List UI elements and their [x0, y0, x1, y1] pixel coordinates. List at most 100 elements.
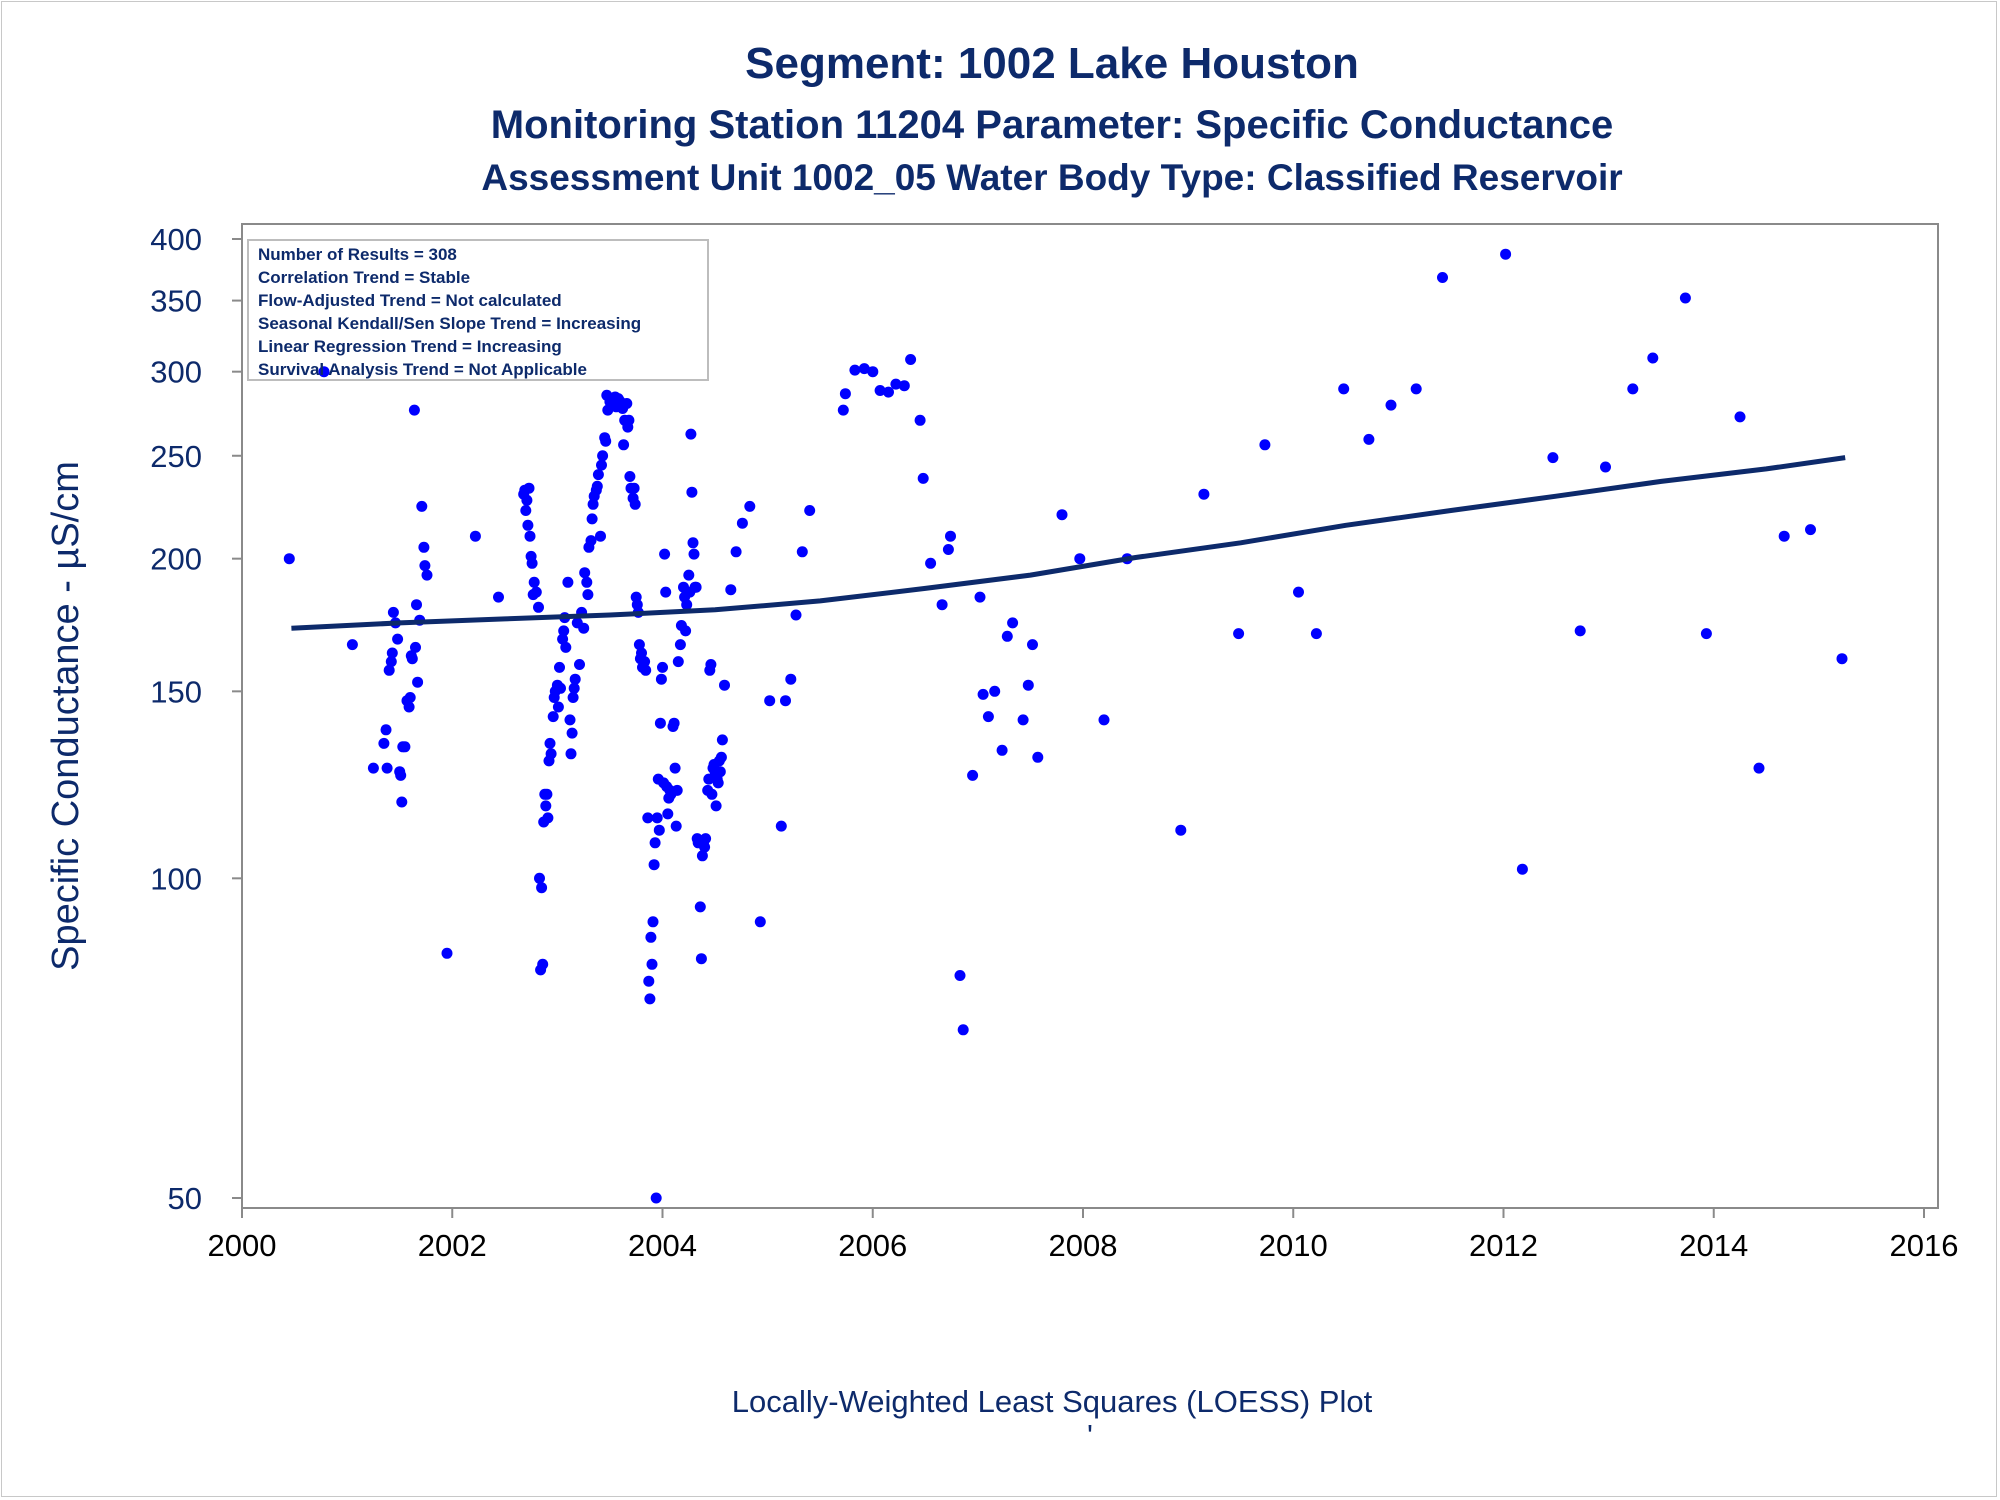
data-point	[685, 428, 697, 440]
data-point	[1700, 628, 1712, 640]
data-point	[521, 494, 533, 506]
data-point	[1805, 524, 1816, 536]
y-axis-label: Specific Conductance - µS/cm	[45, 461, 87, 971]
data-point	[914, 414, 926, 426]
data-point	[936, 599, 948, 611]
data-point	[469, 530, 481, 542]
data-point	[705, 659, 717, 670]
x-tick-label: 2008	[1049, 1228, 1118, 1263]
data-point	[318, 366, 330, 378]
x-tick-label: 2006	[838, 1228, 907, 1263]
data-point	[775, 820, 787, 832]
data-point	[624, 471, 636, 482]
data-point	[554, 661, 565, 673]
data-point	[537, 958, 549, 970]
data-point	[670, 820, 682, 832]
data-point	[536, 882, 548, 894]
data-point	[383, 664, 395, 676]
data-point	[1027, 639, 1038, 651]
data-point	[1600, 461, 1611, 473]
data-point	[555, 682, 566, 694]
data-point	[1574, 625, 1586, 637]
data-point	[764, 695, 776, 707]
data-point	[1310, 628, 1322, 640]
data-point	[1547, 452, 1559, 464]
data-point	[700, 833, 712, 845]
data-point	[441, 947, 453, 959]
data-point	[653, 824, 665, 836]
data-point	[730, 546, 742, 558]
x-tick-label: 2004	[628, 1228, 697, 1263]
data-point	[754, 916, 766, 928]
x-tick-label: 2014	[1679, 1228, 1748, 1263]
data-point	[660, 586, 672, 598]
data-point	[587, 498, 599, 510]
data-point	[596, 459, 607, 471]
data-point	[1753, 762, 1765, 774]
data-point	[569, 673, 581, 685]
data-point	[367, 762, 379, 774]
data-point	[1056, 509, 1068, 521]
data-point	[657, 661, 668, 673]
data-point	[688, 548, 700, 560]
data-point	[380, 724, 392, 736]
data-point	[1437, 272, 1448, 283]
data-point	[564, 714, 576, 726]
data-point	[566, 727, 578, 739]
data-point	[712, 777, 724, 789]
data-point	[418, 541, 430, 553]
x-axis: 2000 2002 2004 2006 2008 2010 2012 2014 2016	[208, 1208, 1958, 1263]
data-point	[1098, 714, 1110, 726]
data-point	[385, 656, 397, 668]
data-point	[1007, 617, 1019, 629]
data-point	[674, 639, 686, 651]
data-point	[681, 599, 693, 611]
data-point	[565, 748, 577, 760]
data-point	[547, 711, 559, 723]
data-point	[672, 656, 684, 668]
data-point	[714, 766, 726, 778]
data-point	[410, 641, 421, 653]
data-point	[890, 378, 902, 390]
data-point	[917, 472, 929, 484]
data-point	[925, 557, 937, 569]
data-point	[346, 639, 358, 651]
data-point	[541, 788, 553, 800]
x-tick-label: 2010	[1259, 1228, 1328, 1263]
data-point	[1032, 751, 1044, 763]
data-point	[1074, 553, 1086, 565]
data-point	[520, 505, 532, 516]
data-point	[642, 812, 654, 824]
data-point	[1836, 653, 1848, 665]
data-point	[1778, 530, 1790, 542]
data-point	[283, 553, 295, 565]
data-point	[530, 586, 542, 598]
data-point	[858, 363, 870, 375]
data-point	[804, 505, 816, 516]
data-point	[574, 659, 585, 670]
data-points	[283, 248, 1848, 1204]
data-point	[540, 800, 552, 812]
data-point	[545, 748, 557, 760]
data-point	[671, 784, 683, 796]
data-point	[403, 701, 415, 713]
data-point	[706, 788, 718, 800]
data-point	[867, 366, 879, 378]
data-point	[643, 975, 655, 987]
data-point	[982, 711, 994, 723]
stats-line-flow-adjusted: Flow-Adjusted Trend = Not calculated	[258, 291, 562, 310]
chart-title: Segment: 1002 Lake Houston	[745, 39, 1359, 88]
stats-line-seasonal-kendall: Seasonal Kendall/Sen Slope Trend = Incre…	[258, 314, 641, 333]
data-point	[719, 679, 730, 691]
data-point	[715, 751, 727, 763]
data-point	[874, 385, 886, 396]
y-tick-label: 150	[150, 674, 202, 709]
data-point	[957, 1024, 969, 1036]
y-tick-label: 350	[150, 284, 202, 319]
data-point	[562, 576, 574, 588]
data-point	[837, 404, 849, 416]
data-point	[647, 916, 659, 928]
data-point	[392, 633, 404, 645]
data-point	[406, 653, 418, 665]
